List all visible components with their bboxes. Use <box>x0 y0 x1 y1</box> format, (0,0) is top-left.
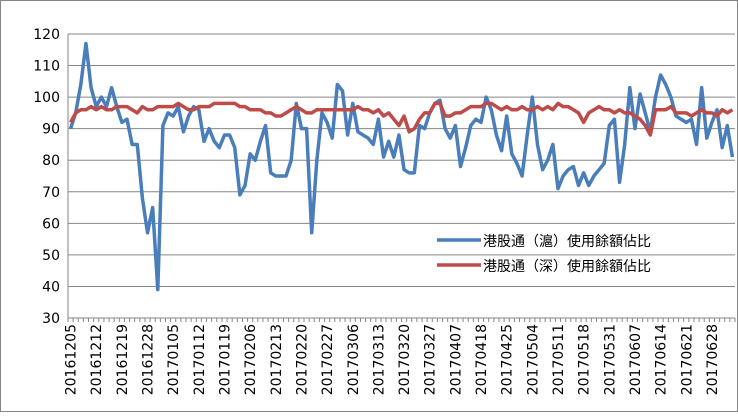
line-series <box>68 41 735 292</box>
x-tick-label: 20161228 <box>141 324 157 395</box>
x-tick-label: 20170220 <box>294 324 310 395</box>
legend-label: 港股通（滬）使用餘額佔比 <box>483 233 651 250</box>
y-tick-label: 110 <box>33 59 60 75</box>
y-tick-label: 120 <box>33 27 60 43</box>
y-tick-label: 30 <box>42 311 60 327</box>
y-tick-label: 40 <box>42 279 60 295</box>
x-tick-label: 20170511 <box>551 324 567 395</box>
x-tick-label: 20170407 <box>448 324 464 395</box>
x-tick-label: 20170112 <box>192 324 208 395</box>
y-tick-label: 70 <box>42 185 60 201</box>
x-tick-label: 20170518 <box>577 324 593 395</box>
x-tick-label: 20170607 <box>628 324 644 395</box>
x-tick-label: 20170313 <box>371 324 387 395</box>
x-tick-label: 20170213 <box>269 324 285 395</box>
y-tick-label: 50 <box>42 248 60 264</box>
y-tick-label: 90 <box>42 122 60 138</box>
x-tick-label: 20170504 <box>525 324 541 395</box>
x-tick-label: 20161205 <box>64 324 80 395</box>
x-tick-label: 20170306 <box>346 324 362 395</box>
line-series <box>69 101 734 137</box>
x-tick-label: 20170628 <box>705 324 721 395</box>
x-tick-label: 20170105 <box>166 324 182 395</box>
x-tick-label: 20170614 <box>654 324 670 395</box>
x-tick-label: 20170531 <box>602 324 618 395</box>
x-tick-label: 20161212 <box>89 324 105 395</box>
y-tick-label: 80 <box>42 153 60 169</box>
legend-label: 港股通（深）使用餘額佔比 <box>483 258 651 275</box>
x-tick-label: 20170206 <box>243 324 259 395</box>
y-tick-label: 100 <box>33 90 60 106</box>
x-tick-label: 20170621 <box>679 324 695 395</box>
x-tick-label: 20170227 <box>320 324 336 395</box>
x-tick-label: 20170418 <box>474 324 490 395</box>
x-tick-label: 20170327 <box>423 324 439 395</box>
x-tick-label: 20170320 <box>397 324 413 395</box>
x-tick-label: 20170425 <box>500 324 516 395</box>
y-tick-label: 60 <box>42 216 60 232</box>
x-tick-label: 20170119 <box>217 324 233 395</box>
x-tick-label: 20161219 <box>115 324 131 395</box>
